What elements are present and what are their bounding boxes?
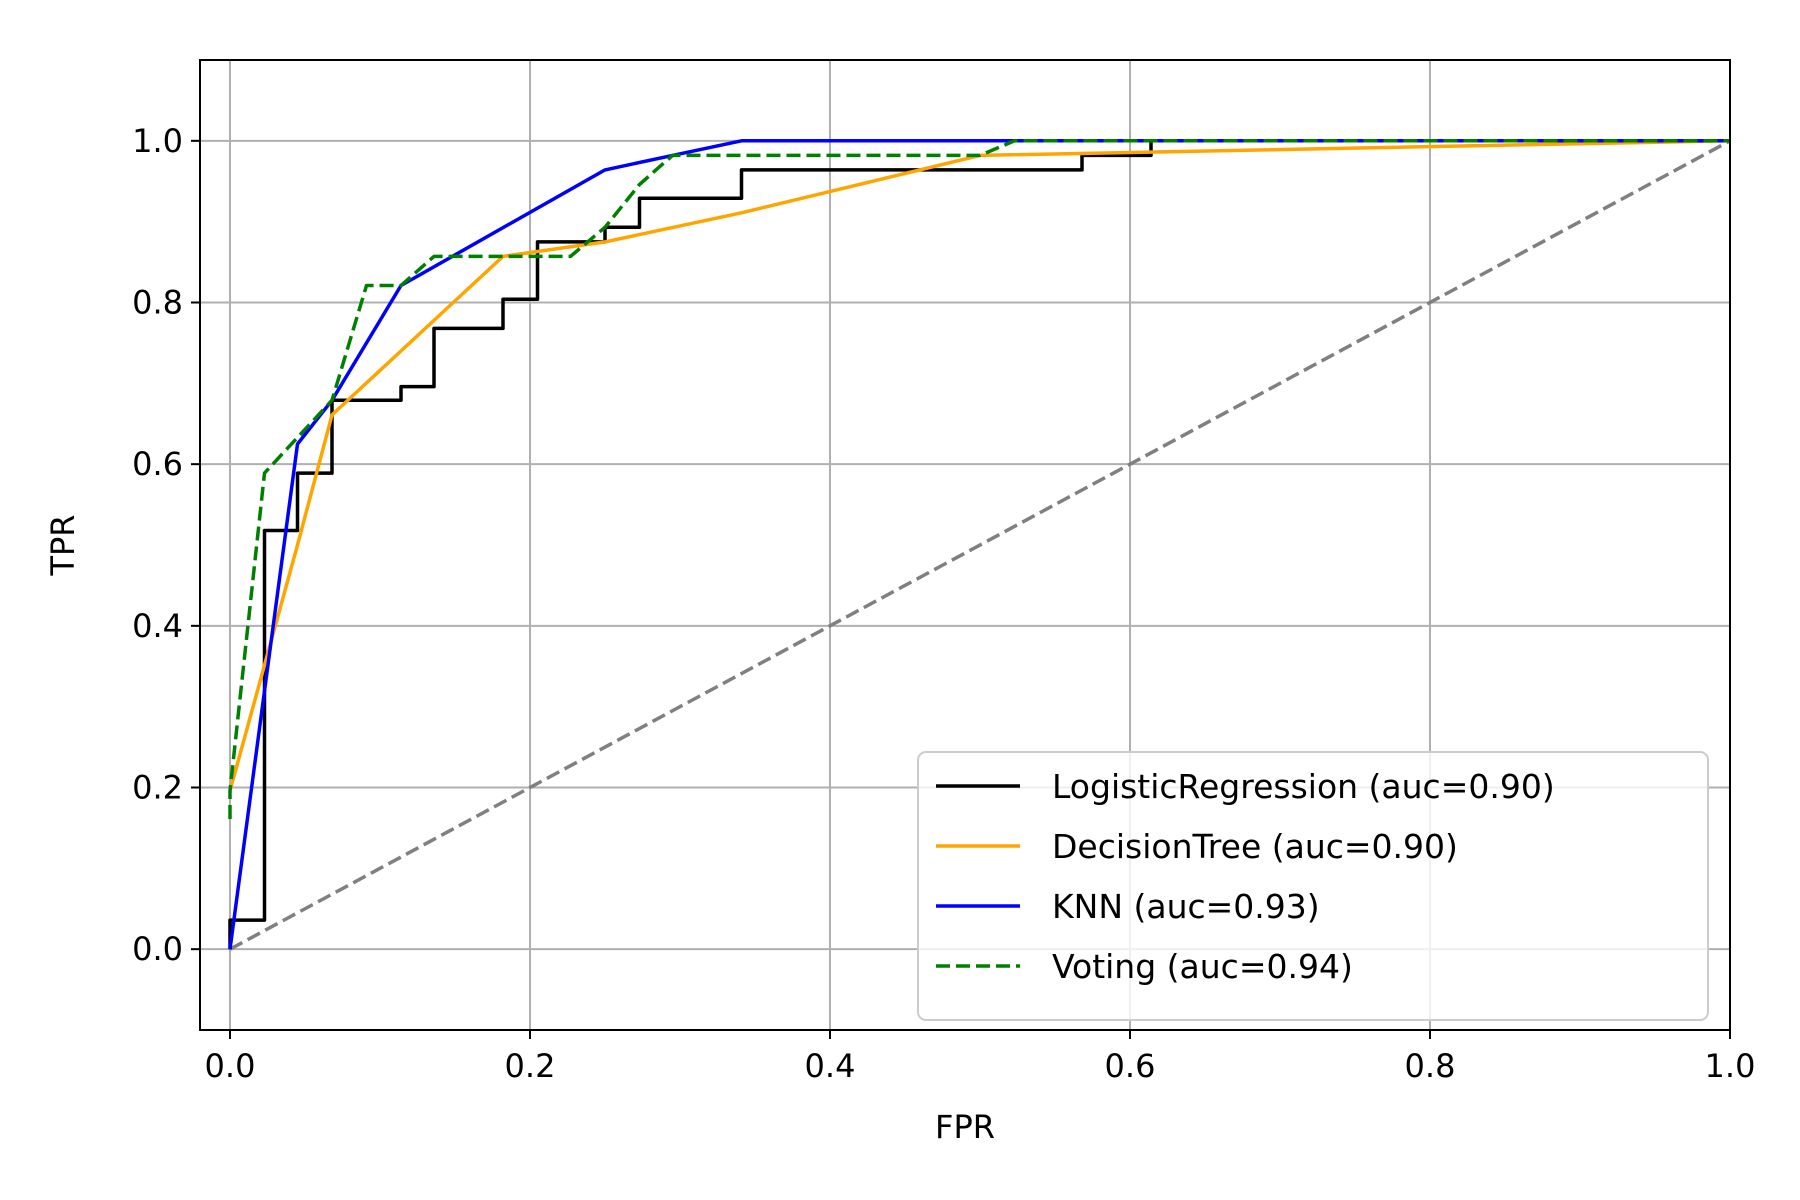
y-tick-label: 0.4 bbox=[132, 607, 183, 645]
series-line-1 bbox=[228, 139, 1731, 792]
series-line-2 bbox=[228, 139, 1730, 950]
legend-label: DecisionTree (auc=0.90) bbox=[1052, 827, 1458, 866]
x-tick-label: 1.0 bbox=[1705, 1047, 1756, 1085]
legend-box bbox=[917, 751, 1709, 1021]
x-tick-label: 0.4 bbox=[805, 1047, 856, 1085]
x-tick-label: 0.0 bbox=[205, 1047, 256, 1085]
grid-lines bbox=[200, 60, 1731, 1030]
legend-label: KNN (auc=0.93) bbox=[1052, 887, 1320, 926]
x-tick-label: 0.6 bbox=[1105, 1047, 1156, 1085]
plot-frame bbox=[199, 59, 1731, 1031]
x-axis-label: FPR bbox=[935, 1108, 995, 1146]
series-line-0 bbox=[228, 139, 1730, 950]
y-tick-label: 0.8 bbox=[132, 284, 183, 322]
x-tick-label: 0.2 bbox=[505, 1047, 556, 1085]
legend: LogisticRegression (auc=0.90) DecisionTre… bbox=[917, 751, 1709, 1021]
y-axis-ticks: 0.0 0.2 0.4 0.6 0.8 1.0 bbox=[132, 122, 200, 968]
x-axis-ticks: 0.0 0.2 0.4 0.6 0.8 1.0 bbox=[205, 1030, 1756, 1085]
series-line-4 bbox=[229, 139, 1731, 951]
y-axis-label: TPR bbox=[44, 514, 82, 576]
y-tick-label: 1.0 bbox=[132, 122, 183, 160]
y-tick-label: 0.0 bbox=[132, 930, 183, 968]
y-tick-label: 0.2 bbox=[132, 769, 183, 807]
series-lines bbox=[228, 139, 1731, 951]
legend-label: Voting (auc=0.94) bbox=[1052, 947, 1353, 986]
y-tick-label: 0.6 bbox=[132, 445, 183, 483]
series-line-3 bbox=[228, 139, 1730, 819]
legend-label: LogisticRegression (auc=0.90) bbox=[1052, 767, 1555, 806]
x-tick-label: 0.8 bbox=[1405, 1047, 1456, 1085]
